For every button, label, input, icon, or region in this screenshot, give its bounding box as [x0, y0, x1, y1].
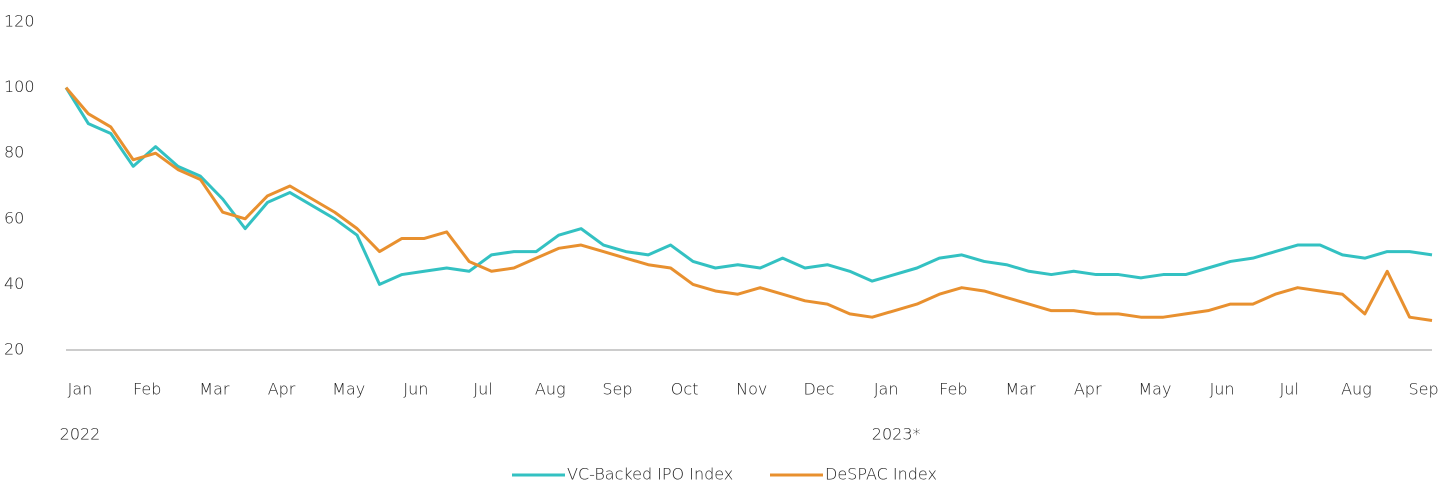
x-tick-label: May: [1138, 380, 1171, 399]
x-tick-label: Jun: [403, 380, 428, 399]
x-tick-label: Feb: [939, 380, 967, 399]
x-tick-label: Nov: [736, 380, 767, 399]
line-series: [64, 86, 1433, 286]
x-tick-label: Jan: [68, 380, 93, 399]
x-tick-label: Oct: [671, 380, 699, 399]
y-tick-label: 120: [4, 12, 35, 31]
x-group-label: 2023*: [872, 425, 921, 444]
legend-label: DeSPAC Index: [825, 465, 937, 484]
x-tick-label: Apr: [1074, 380, 1102, 399]
legend-label: VC-Backed IPO Index: [567, 465, 733, 484]
x-tick-label: Sep: [602, 380, 632, 399]
x-group-label: 2022: [60, 425, 101, 444]
x-tick-label: Jul: [473, 380, 492, 399]
x-tick-label: Mar: [199, 380, 230, 399]
x-tick-label: Jan: [874, 380, 899, 399]
y-tick-label: 100: [4, 77, 35, 96]
y-tick-label: 40: [4, 274, 24, 293]
x-tick-label: Aug: [535, 380, 566, 399]
x-tick-label: Dec: [803, 380, 834, 399]
x-tick-label: Apr: [268, 380, 296, 399]
x-tick-label: Aug: [1341, 380, 1372, 399]
x-tick-label: Feb: [133, 380, 161, 399]
y-tick-label: 80: [4, 143, 24, 162]
x-tick-label: Jun: [1210, 380, 1235, 399]
y-tick-label: 20: [4, 340, 24, 359]
x-tick-label: May: [332, 380, 365, 399]
line-series: [64, 86, 1433, 322]
x-tick-label: Sep: [1409, 380, 1439, 399]
x-tick-label: Mar: [1005, 380, 1036, 399]
x-tick-label: Jul: [1280, 380, 1299, 399]
y-tick-label: 60: [4, 208, 24, 227]
